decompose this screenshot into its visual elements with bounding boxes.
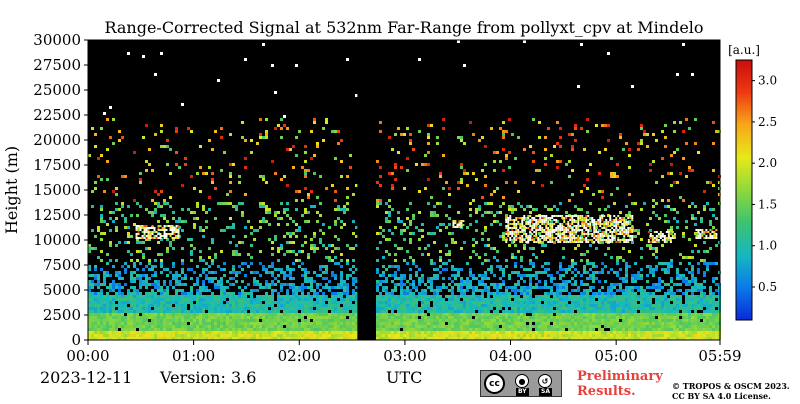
- y-tick-label: 7500: [43, 256, 81, 274]
- x-tick-label: 02:00: [278, 347, 321, 365]
- y-tick-label: 27500: [33, 56, 81, 74]
- copyright-notice: © TROPOS & OSCM 2023. CC BY SA 4.0 Licen…: [672, 381, 790, 401]
- y-tick-label: 20000: [33, 131, 81, 149]
- x-tick-label: 05:59: [698, 347, 741, 365]
- colorbar-unit-label: [a.u.]: [728, 43, 760, 57]
- colorbar-gradient: [736, 60, 752, 320]
- x-tick-label: 04:00: [489, 347, 532, 365]
- y-axis-title: Height (m): [2, 146, 21, 234]
- x-tick-label: 03:00: [383, 347, 426, 365]
- plot-area: 0250050007500100001250015000175002000022…: [33, 31, 741, 365]
- cc-license-badge: cc ● ↺ BY SA: [480, 370, 562, 397]
- timezone-label: UTC: [386, 368, 422, 387]
- colorbar-tick-label: 2.5: [758, 115, 777, 129]
- y-tick-label: 17500: [33, 156, 81, 174]
- share-alike-icon: ↺: [538, 374, 552, 388]
- chart-title: Range-Corrected Signal at 532nm Far-Rang…: [104, 18, 703, 37]
- y-tick-label: 10000: [33, 231, 81, 249]
- x-tick-label: 01:00: [172, 347, 215, 365]
- y-tick-label: 12500: [33, 206, 81, 224]
- y-tick-label: 25000: [33, 81, 81, 99]
- x-tick-label: 00:00: [66, 347, 109, 365]
- badge-by-text: BY: [516, 388, 529, 396]
- y-tick-label: 2500: [43, 306, 81, 324]
- colorbar-tick-label: 0.5: [758, 280, 777, 294]
- colorbar-tick-label: 1.5: [758, 197, 777, 211]
- colorbar-tick-label: 1.0: [758, 239, 777, 253]
- preliminary-results-notice: Preliminary Results.: [577, 369, 672, 399]
- version-label: Version: 3.6: [160, 368, 256, 387]
- cc-icon: cc: [484, 373, 505, 394]
- attribution-icon: ●: [515, 374, 529, 388]
- colorbar: [a.u.] 0.5 1.0 1.5 2.0 2.5 3.0: [728, 43, 777, 320]
- no-signal-gap: [357, 40, 375, 340]
- y-tick-label: 22500: [33, 106, 81, 124]
- y-tick-label: 5000: [43, 281, 81, 299]
- copyright-line: © TROPOS & OSCM 2023.: [672, 381, 790, 391]
- date-label: 2023-12-11: [40, 368, 132, 387]
- badge-sa-text: SA: [539, 388, 552, 396]
- x-tick-label: 05:00: [595, 347, 638, 365]
- colorbar-tick-label: 3.0: [758, 74, 777, 88]
- colorbar-tick-label: 2.0: [758, 156, 777, 170]
- y-tick-label: 30000: [33, 31, 81, 49]
- y-tick-label: 15000: [33, 181, 81, 199]
